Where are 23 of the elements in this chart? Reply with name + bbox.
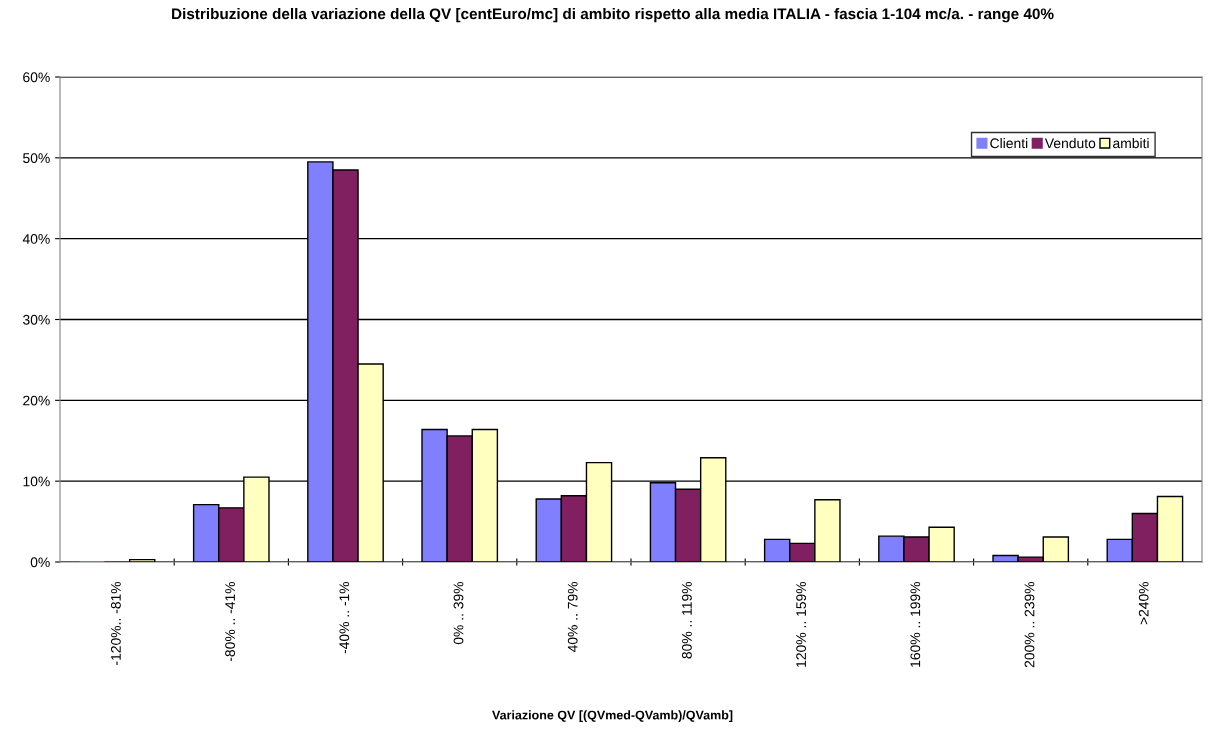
y-tick-label: 0%	[30, 557, 50, 568]
y-tick-label: 60%	[23, 72, 50, 83]
x-tick-label: 160% .. 199%	[910, 581, 921, 667]
chart-title: Distribuzione della variazione della QV [centEuro/mc] di ambito rispetto alla media ITALIA - fascia 1-104 mc/a. - range 40%	[172, 8, 1054, 23]
x-tick-label: 0% .. 39%	[453, 581, 464, 645]
x-tick-label: -40% .. -1%	[339, 581, 350, 654]
legend-label: Venduto	[1044, 138, 1096, 149]
y-tick-label: 50%	[23, 153, 50, 163]
legend-label: Clienti	[990, 138, 1028, 149]
y-tick-label: 20%	[23, 395, 50, 406]
y-tick-label: 10%	[23, 476, 50, 487]
x-axis-title: Variazione QV [(QVmed-QVamb)/QVamb]	[492, 710, 733, 722]
bar	[128, 558, 156, 562]
x-tick-label: >240%	[1138, 581, 1149, 625]
x-tick-label: 200% .. 239%	[1024, 581, 1035, 668]
x-tick-label: -80% .. -41%	[225, 581, 236, 662]
x-tick-label: 40% .. 79%	[567, 581, 578, 653]
x-tick-label: -120%.. -81%	[110, 581, 121, 665]
x-tick-label: 80% .. 119%	[681, 581, 692, 659]
x-tick-label: 120% .. 159%	[796, 581, 807, 667]
legend-label: ambiti	[1113, 138, 1149, 149]
y-tick-label: 30%	[23, 314, 50, 325]
y-tick-label: 40%	[22, 234, 50, 244]
